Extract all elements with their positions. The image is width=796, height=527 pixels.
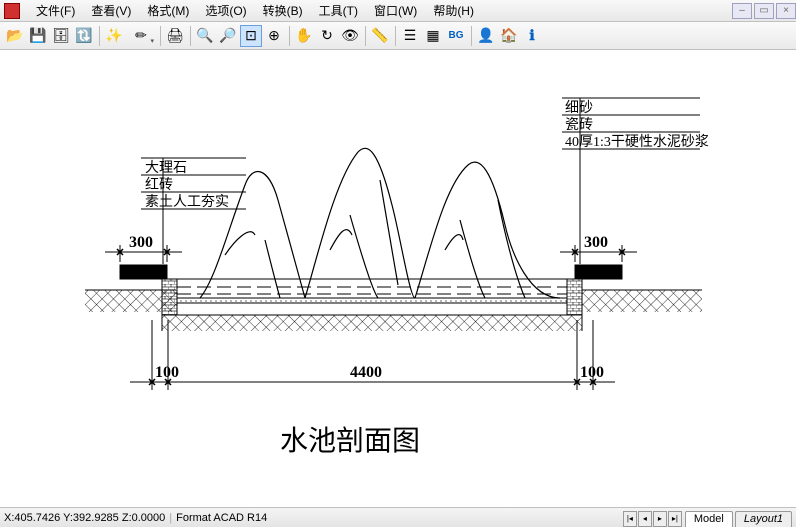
pan-icon[interactable]: ✋ bbox=[293, 25, 315, 47]
menu-options[interactable]: 选项(O) bbox=[197, 0, 254, 21]
user-icon[interactable]: 👤 bbox=[475, 25, 497, 47]
wizard-icon[interactable]: ✨ bbox=[103, 25, 125, 47]
grid-icon[interactable]: ▦ bbox=[422, 25, 444, 47]
left-label-0: 大理石 bbox=[145, 160, 187, 176]
measure-icon[interactable]: 📏 bbox=[369, 25, 391, 47]
menu-convert[interactable]: 转换(B) bbox=[255, 0, 311, 21]
right-label-0: 细砂 bbox=[565, 100, 593, 116]
zoomin-icon[interactable]: 🔍 bbox=[194, 25, 216, 47]
save-icon[interactable]: 💾 bbox=[27, 25, 49, 47]
window-controls: – ▭ × bbox=[730, 3, 796, 19]
tab-prev-icon[interactable]: ◂ bbox=[638, 511, 652, 527]
tab-model[interactable]: Model bbox=[685, 511, 733, 527]
separator bbox=[190, 26, 191, 46]
menu-tools[interactable]: 工具(T) bbox=[311, 0, 366, 21]
app-icon bbox=[4, 3, 20, 19]
dim-bot-main: 4400 bbox=[350, 364, 382, 381]
tab-next-icon[interactable]: ▸ bbox=[653, 511, 667, 527]
convert-icon[interactable]: 🔃 bbox=[73, 25, 95, 47]
separator bbox=[365, 26, 366, 46]
zoomwin-icon[interactable]: ⊡ bbox=[240, 25, 262, 47]
tab-last-icon[interactable]: ▸| bbox=[668, 511, 682, 527]
dim-bot-left: 100 bbox=[155, 364, 179, 381]
bg-button[interactable]: BG bbox=[445, 25, 467, 47]
view1-icon[interactable]: 👁 bbox=[339, 25, 361, 47]
toolbar: 📂 💾 🗄 🔃 ✨ ✏ 🖨 🔍 🔎 ⊡ ⊕ ✋ ↻ 👁 📏 ☰ ▦ BG 👤 🏠… bbox=[0, 22, 796, 50]
maximize-button[interactable]: ▭ bbox=[754, 3, 774, 19]
rotate-icon[interactable]: ↻ bbox=[316, 25, 338, 47]
menu-format[interactable]: 格式(M) bbox=[139, 0, 197, 21]
dim-bot-right: 100 bbox=[580, 364, 604, 381]
menu-bar: 文件(F) 查看(V) 格式(M) 选项(O) 转换(B) 工具(T) 窗口(W… bbox=[0, 0, 796, 22]
status-bar: X:405.7426 Y:392.9285 Z:0.0000 | Format … bbox=[0, 507, 796, 527]
dim-top-right: 300 bbox=[584, 234, 608, 251]
info-icon[interactable]: ℹ bbox=[521, 25, 543, 47]
dim-top-left: 300 bbox=[129, 234, 153, 251]
menu-window[interactable]: 窗口(W) bbox=[366, 0, 425, 21]
status-separator: | bbox=[169, 512, 172, 524]
print-icon[interactable]: 🖨 bbox=[164, 25, 186, 47]
separator bbox=[471, 26, 472, 46]
saveall-icon[interactable]: 🗄 bbox=[50, 25, 72, 47]
minimize-button[interactable]: – bbox=[732, 3, 752, 19]
home-icon[interactable]: 🏠 bbox=[498, 25, 520, 47]
drawing-title: 水池剖面图 bbox=[280, 425, 420, 457]
separator bbox=[289, 26, 290, 46]
separator bbox=[99, 26, 100, 46]
status-format: Format ACAD R14 bbox=[176, 512, 267, 524]
separator bbox=[395, 26, 396, 46]
layout-tabs: |◂ ◂ ▸ ▸| Model Layout1 bbox=[623, 508, 792, 527]
drawing-canvas[interactable]: 大理石 红砖 素土人工夯实 细砂 瓷砖 40厚1:3干硬性水泥砂浆 300 30… bbox=[0, 50, 796, 507]
right-label-2: 40厚1:3干硬性水泥砂浆 bbox=[565, 134, 709, 150]
open-icon[interactable]: 📂 bbox=[4, 25, 26, 47]
menu-view[interactable]: 查看(V) bbox=[83, 0, 139, 21]
zoomext-icon[interactable]: ⊕ bbox=[263, 25, 285, 47]
tab-layout1[interactable]: Layout1 bbox=[735, 511, 792, 527]
close-button[interactable]: × bbox=[776, 3, 796, 19]
menu-file[interactable]: 文件(F) bbox=[28, 0, 83, 21]
left-label-2: 素土人工夯实 bbox=[145, 194, 229, 210]
tab-first-icon[interactable]: |◂ bbox=[623, 511, 637, 527]
menu-help[interactable]: 帮助(H) bbox=[425, 0, 482, 21]
left-label-1: 红砖 bbox=[145, 177, 173, 193]
right-label-1: 瓷砖 bbox=[565, 117, 593, 133]
zoomout-icon[interactable]: 🔎 bbox=[217, 25, 239, 47]
separator bbox=[160, 26, 161, 46]
shape-icon[interactable]: ✏ bbox=[126, 25, 156, 47]
status-coords: X:405.7426 Y:392.9285 Z:0.0000 bbox=[4, 512, 165, 524]
layers-icon[interactable]: ☰ bbox=[399, 25, 421, 47]
